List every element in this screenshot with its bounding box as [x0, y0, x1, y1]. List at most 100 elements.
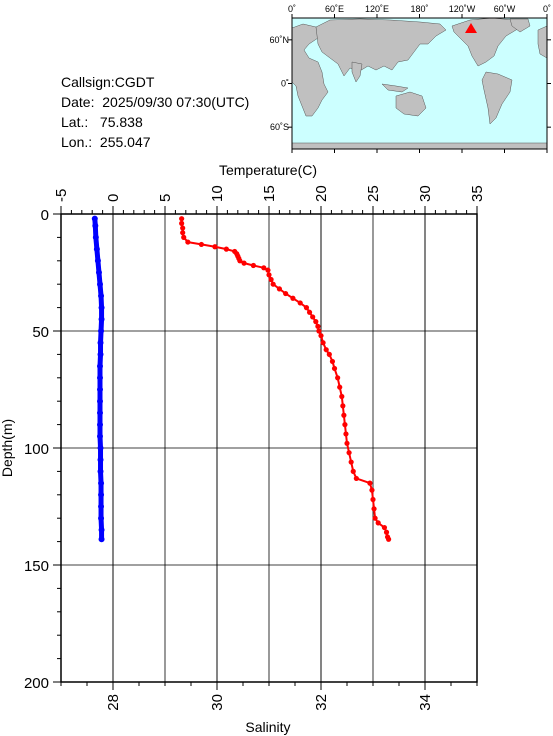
series-layer — [91, 215, 392, 543]
data-point — [98, 304, 105, 311]
map-land — [291, 17, 548, 150]
lon-row: Lon.: 255.047 — [61, 132, 249, 152]
land-south-america — [481, 71, 513, 125]
data-point — [98, 503, 105, 510]
land-indonesia — [381, 83, 409, 93]
data-point — [94, 257, 101, 264]
data-point — [315, 323, 321, 329]
data-point — [180, 230, 186, 236]
data-point — [98, 515, 105, 522]
map-lon-ticks: 0˚ 60˚E 120˚E 180˚ 120˚W 60˚W 0˚ — [288, 4, 551, 153]
data-point — [97, 386, 103, 393]
data-point — [92, 234, 99, 241]
data-point — [270, 281, 276, 287]
data-point — [198, 241, 204, 248]
data-point — [98, 292, 105, 299]
map-lon-label: 60˚W — [494, 4, 516, 14]
bottom-tick-label: 34 — [417, 694, 434, 711]
lat-label: Lat.: — [61, 114, 89, 130]
data-point — [381, 524, 388, 531]
depth-axis: 0 50 100 150 200 — [24, 207, 49, 692]
map-lat-label: 60˚S — [270, 122, 289, 132]
top-tick-label: 10 — [209, 185, 226, 202]
data-point — [179, 220, 185, 226]
top-tick-label: 5 — [157, 194, 174, 202]
data-point — [339, 393, 345, 400]
top-tick-label: 0 — [105, 194, 122, 202]
data-point — [97, 339, 104, 346]
y-tick-label: 50 — [32, 324, 49, 341]
data-point — [266, 272, 272, 278]
y-tick-label: 150 — [24, 558, 49, 575]
land-europe-east — [537, 25, 548, 59]
data-point — [369, 487, 375, 493]
data-point — [343, 431, 349, 437]
land-europe-africa — [291, 23, 329, 117]
date-label: Date: — [61, 94, 95, 110]
data-point — [181, 234, 187, 240]
data-point — [370, 496, 376, 503]
callsign-label: Callsign: — [61, 74, 115, 90]
land-greenland — [509, 18, 531, 33]
map-lat-label: 60˚N — [269, 35, 289, 45]
data-point — [265, 267, 271, 273]
data-point — [318, 333, 324, 339]
data-point — [283, 290, 289, 297]
data-point — [297, 300, 303, 306]
salinity-axis: 28 30 32 34 — [105, 694, 434, 711]
y-tick-label: 100 — [24, 441, 49, 458]
bottom-tick-label: 30 — [209, 694, 226, 711]
data-point — [98, 480, 105, 487]
date-row: Date: 2025/09/30 07:30(UTC) — [61, 92, 249, 112]
top-axis-label: Temperature(C) — [219, 162, 317, 178]
data-point — [95, 269, 102, 276]
data-point — [91, 215, 98, 222]
data-point — [185, 239, 191, 245]
data-point — [340, 403, 346, 409]
data-point — [250, 262, 256, 269]
station-info: Callsign:CGDT Date: 2025/09/30 07:30(UTC… — [61, 72, 249, 152]
data-point — [97, 363, 103, 370]
data-point — [290, 295, 296, 301]
series-line — [180, 218, 390, 540]
data-point — [306, 309, 313, 315]
data-point — [98, 316, 105, 323]
map-lon-label: 120˚W — [449, 4, 476, 14]
data-point — [329, 358, 336, 365]
chart-grid — [60, 213, 478, 683]
data-point — [341, 412, 347, 418]
data-point — [342, 422, 348, 428]
minor-ticks — [53, 206, 478, 690]
data-point — [320, 340, 326, 346]
data-point — [335, 375, 341, 381]
data-point — [98, 328, 105, 334]
map-lon-label: 120˚E — [365, 4, 389, 14]
top-tick-label: 25 — [365, 185, 382, 202]
y-tick-label: 200 — [24, 675, 49, 692]
data-point — [241, 260, 247, 266]
bottom-tick-label: 28 — [105, 694, 122, 711]
map-lat-ticks: 60˚N 0˚ 60˚S — [269, 35, 551, 132]
data-point — [98, 536, 105, 543]
data-point — [350, 468, 356, 474]
map-lon-label: 0˚ — [543, 4, 551, 14]
map-lon-label: 60˚E — [325, 4, 344, 14]
data-point — [97, 398, 103, 405]
map-lon-label: 0˚ — [288, 4, 296, 14]
data-point — [237, 258, 243, 264]
data-point — [316, 328, 322, 334]
top-tick-label: 35 — [469, 185, 486, 202]
data-point — [97, 421, 103, 428]
callsign-row: Callsign:CGDT — [61, 72, 249, 92]
data-point — [310, 314, 316, 320]
data-point — [353, 475, 359, 482]
data-point — [97, 433, 103, 440]
lat-row: Lat.: 75.838 — [61, 112, 249, 132]
data-point — [386, 536, 392, 542]
data-point — [97, 409, 103, 416]
data-point — [93, 246, 100, 253]
map-lat-label: 0˚ — [281, 79, 289, 89]
map-lon-label: 180˚ — [410, 4, 428, 14]
lat-value: 75.838 — [99, 114, 143, 130]
